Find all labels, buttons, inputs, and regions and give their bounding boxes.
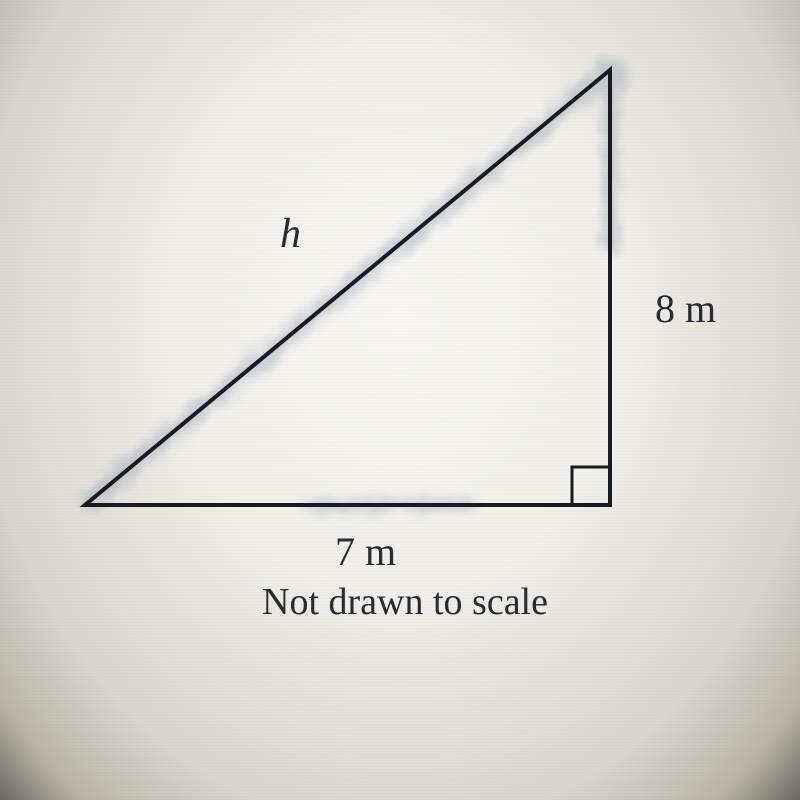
scale-caption: Not drawn to scale [195, 580, 615, 624]
height-label: 8 m [655, 285, 716, 332]
triangle-svg [55, 50, 755, 650]
hypotenuse-label: h [280, 210, 301, 258]
triangle-path [85, 70, 610, 505]
base-label: 7 m [335, 528, 396, 575]
right-angle-icon [572, 467, 610, 505]
triangle-diagram: h 8 m 7 m Not drawn to scale [55, 50, 755, 630]
